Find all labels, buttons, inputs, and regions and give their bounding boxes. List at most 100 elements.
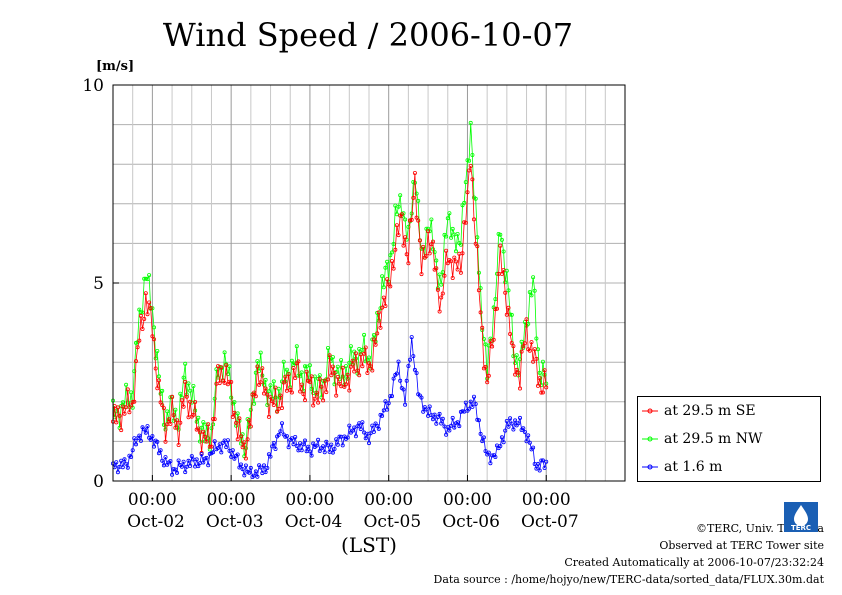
data-point	[488, 339, 493, 344]
data-point	[173, 467, 178, 472]
data-point	[343, 382, 348, 387]
data-point	[138, 310, 143, 315]
data-point	[414, 370, 419, 375]
data-point	[385, 407, 390, 412]
x-tick-date-label: Oct-04	[285, 512, 343, 532]
data-point	[488, 461, 493, 466]
data-point	[419, 395, 424, 400]
data-point	[130, 399, 135, 404]
data-point	[186, 381, 191, 386]
data-point	[450, 415, 455, 420]
data-point	[168, 459, 173, 464]
data-point	[258, 465, 263, 470]
data-point	[156, 374, 161, 379]
data-point	[388, 253, 393, 258]
data-point	[120, 400, 125, 405]
data-point	[478, 431, 483, 436]
data-point	[371, 337, 376, 342]
data-point	[509, 312, 514, 317]
data-point	[184, 394, 189, 399]
data-point	[155, 386, 160, 391]
data-point	[129, 454, 134, 459]
data-point	[353, 434, 358, 439]
data-point	[207, 444, 212, 449]
data-point	[532, 347, 537, 352]
data-point	[329, 373, 334, 378]
data-point	[347, 423, 352, 428]
series-line	[112, 165, 547, 459]
data-point	[304, 369, 309, 374]
data-point	[289, 390, 294, 395]
data-point	[455, 420, 460, 425]
data-point	[115, 405, 120, 410]
source-text: Data source : /home/hojyo/new/TERC-data/…	[433, 573, 825, 586]
data-point	[174, 470, 179, 475]
data-point	[362, 332, 367, 337]
data-point	[383, 265, 388, 270]
data-point	[521, 426, 526, 431]
data-point	[173, 407, 178, 412]
x-ticks: 00:00Oct-0200:00Oct-0300:00Oct-0400:00Oc…	[127, 475, 579, 532]
data-point	[368, 431, 373, 436]
data-point	[240, 467, 245, 472]
data-point	[486, 373, 491, 378]
data-point	[362, 351, 367, 356]
data-point	[299, 448, 304, 453]
data-point	[322, 450, 327, 455]
data-point	[452, 255, 457, 260]
data-point	[135, 345, 140, 350]
data-point	[281, 359, 286, 364]
data-point	[235, 437, 240, 442]
data-point	[119, 458, 124, 463]
data-point	[416, 198, 421, 203]
data-point	[133, 359, 138, 364]
data-point	[403, 235, 408, 240]
data-point	[168, 421, 173, 426]
y-tick-label: 5	[93, 274, 104, 294]
data-point	[362, 430, 367, 435]
data-point	[122, 411, 127, 416]
data-point	[485, 380, 490, 385]
x-tick-date-label: Oct-07	[521, 512, 579, 532]
data-point	[363, 345, 368, 350]
data-point	[125, 465, 130, 470]
data-point	[421, 244, 426, 249]
data-point	[232, 400, 237, 405]
data-point	[156, 451, 161, 456]
data-point	[435, 287, 440, 292]
data-point	[396, 233, 401, 238]
data-point	[393, 247, 398, 252]
data-point	[138, 313, 143, 318]
data-point	[506, 305, 511, 310]
data-point	[147, 273, 152, 278]
data-point	[181, 404, 186, 409]
data-point	[358, 427, 363, 432]
data-point	[501, 440, 506, 445]
data-point	[171, 413, 176, 418]
data-point	[314, 443, 319, 448]
data-point	[529, 293, 534, 298]
data-point	[360, 420, 365, 425]
data-point	[499, 271, 504, 276]
data-point	[449, 423, 454, 428]
data-point	[476, 288, 481, 293]
data-point	[468, 120, 473, 125]
data-point	[424, 407, 429, 412]
legend-marker	[642, 408, 658, 414]
data-point	[427, 251, 432, 256]
data-point	[457, 424, 462, 429]
data-point	[334, 393, 339, 398]
data-point	[499, 237, 504, 242]
data-point	[302, 364, 307, 369]
data-point	[511, 344, 516, 349]
data-point	[388, 284, 393, 289]
data-point	[258, 350, 263, 355]
data-point	[383, 303, 388, 308]
data-point	[151, 337, 156, 342]
data-point	[467, 406, 472, 411]
data-point	[427, 404, 432, 409]
legend-marker	[642, 464, 658, 470]
data-point	[503, 428, 508, 433]
data-point	[191, 412, 196, 417]
data-point	[473, 196, 478, 201]
